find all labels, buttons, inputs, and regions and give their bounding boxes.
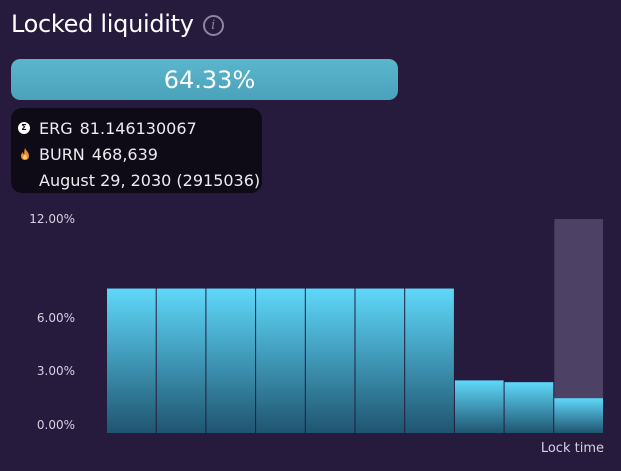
chart-bar[interactable] xyxy=(256,288,305,433)
chart-tooltip: Σ ERG 81.146130067 BURN 468,639 August 2… xyxy=(11,108,262,193)
erg-symbol: ERG xyxy=(39,118,73,138)
burn-symbol: BURN xyxy=(39,144,85,164)
burn-amount: 468,639 xyxy=(91,144,158,164)
y-tick-label: 12.00% xyxy=(29,212,75,226)
y-tick-label: 0.00% xyxy=(37,418,75,432)
header: Locked liquidity i xyxy=(11,10,224,38)
chart-bar[interactable] xyxy=(355,288,405,433)
progress-fill xyxy=(11,59,398,100)
tooltip-burn-row: BURN 468,639 xyxy=(18,141,262,167)
chart-bar[interactable] xyxy=(454,380,504,433)
hover-highlight xyxy=(554,219,603,433)
page-title: Locked liquidity xyxy=(11,10,194,38)
chart-bar[interactable] xyxy=(156,288,206,433)
x-axis-label: Lock time xyxy=(541,441,604,456)
chart-bar[interactable] xyxy=(305,288,355,433)
tooltip-erg-row: Σ ERG 81.146130067 xyxy=(18,115,262,141)
y-tick-label: 6.00% xyxy=(37,311,75,325)
chart-bar[interactable] xyxy=(107,288,156,433)
chart-bar[interactable] xyxy=(554,398,603,433)
chart-bar[interactable] xyxy=(504,382,554,433)
erg-amount: 81.146130067 xyxy=(79,118,197,138)
locked-progress-bar: 64.33% xyxy=(11,59,398,100)
progress-label: 64.33% xyxy=(163,65,256,94)
chart-bar[interactable] xyxy=(405,288,454,433)
burn-flame-icon xyxy=(21,148,29,160)
erg-coin-icon: Σ xyxy=(18,122,30,134)
tooltip-date: August 29, 2030 (2915036) xyxy=(39,170,261,190)
info-icon[interactable]: i xyxy=(202,14,224,36)
chart-bar[interactable] xyxy=(206,288,256,433)
y-tick-label: 3.00% xyxy=(37,364,75,378)
